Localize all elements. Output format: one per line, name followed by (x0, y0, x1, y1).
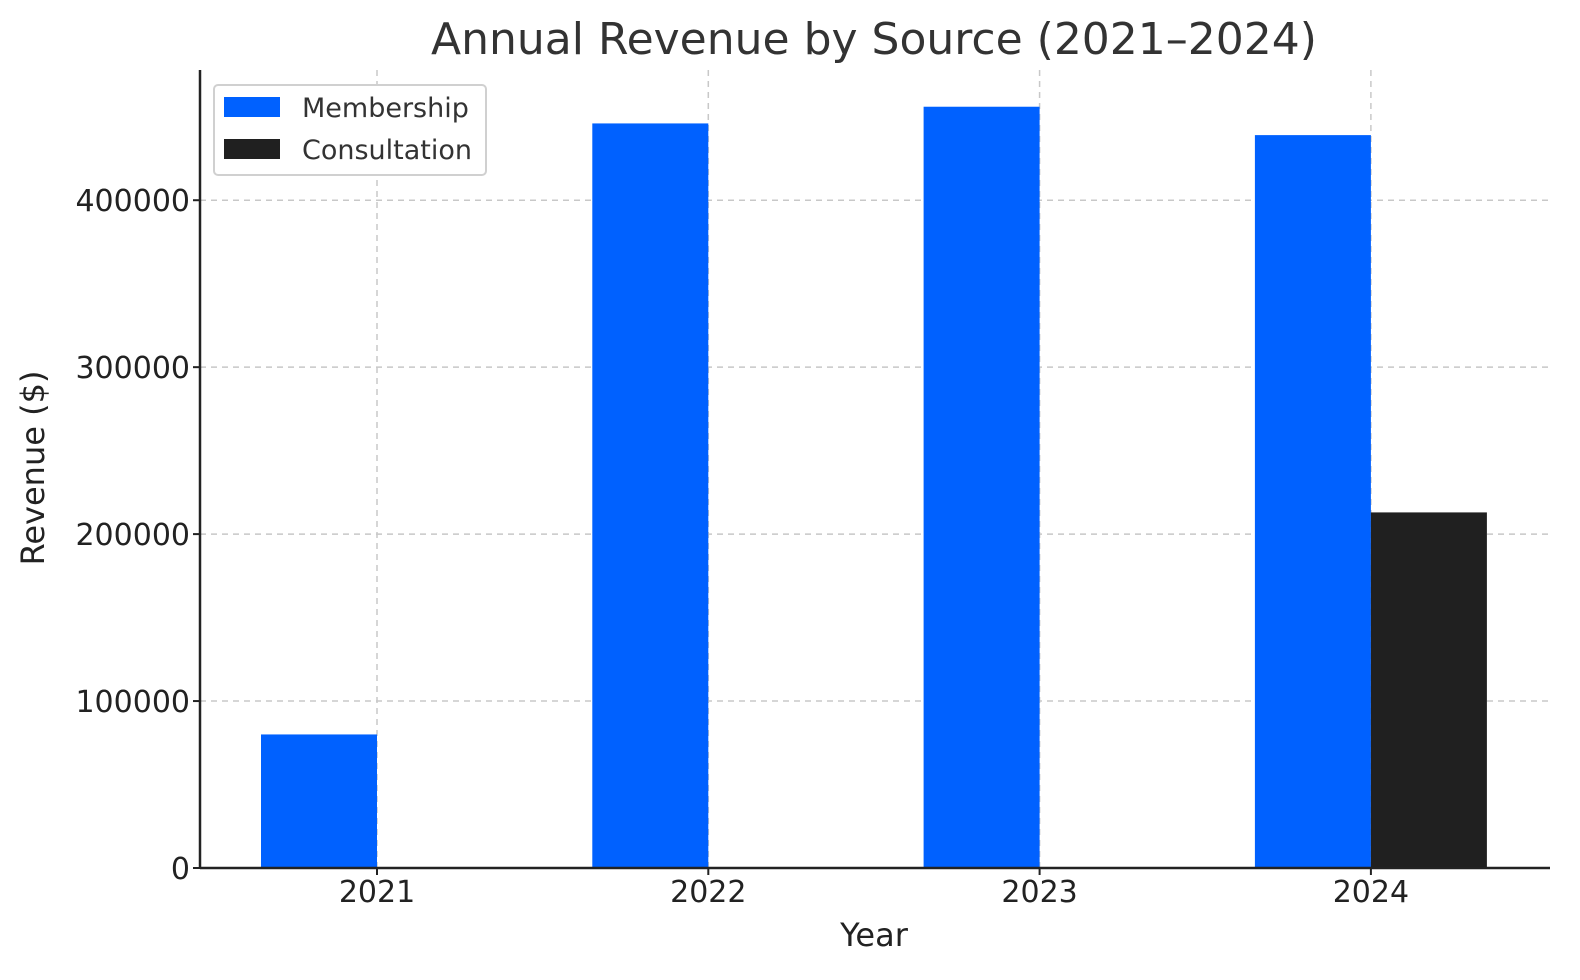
x-tick-label: 2023 (1001, 875, 1077, 910)
chart-title: Annual Revenue by Source (2021–2024) (431, 14, 1317, 65)
y-tick-label: 100000 (75, 685, 190, 720)
legend-label-consultation: Consultation (302, 135, 472, 166)
bar-membership-2023 (923, 106, 1040, 869)
legend: Membership Consultation (213, 84, 487, 176)
y-tick-label: 0 (171, 852, 190, 887)
x-tick-label: 2024 (1333, 875, 1409, 910)
legend-label-membership: Membership (302, 93, 469, 124)
axes (198, 70, 1550, 870)
x-tick-label: 2022 (670, 875, 746, 910)
x-tick-labels: 2021 2022 2023 2024 (339, 868, 1409, 910)
bar-membership-2022 (592, 123, 709, 868)
bar-consultation-2024 (1370, 512, 1487, 868)
x-tick-label: 2021 (339, 875, 415, 910)
y-axis-label: Revenue ($) (14, 371, 52, 566)
bar-membership-2024 (1254, 135, 1371, 869)
y-tick-labels: 0 100000 200000 300000 400000 (75, 184, 200, 887)
bars (261, 106, 1487, 869)
y-tick-label: 400000 (75, 184, 190, 219)
y-tick-label: 300000 (75, 351, 190, 386)
legend-swatch-consultation (224, 139, 280, 159)
x-axis-label: Year (839, 916, 909, 954)
bar-membership-2021 (261, 734, 377, 868)
legend-box (213, 84, 487, 176)
legend-swatch-membership (224, 97, 280, 117)
y-tick-label: 200000 (75, 518, 190, 553)
